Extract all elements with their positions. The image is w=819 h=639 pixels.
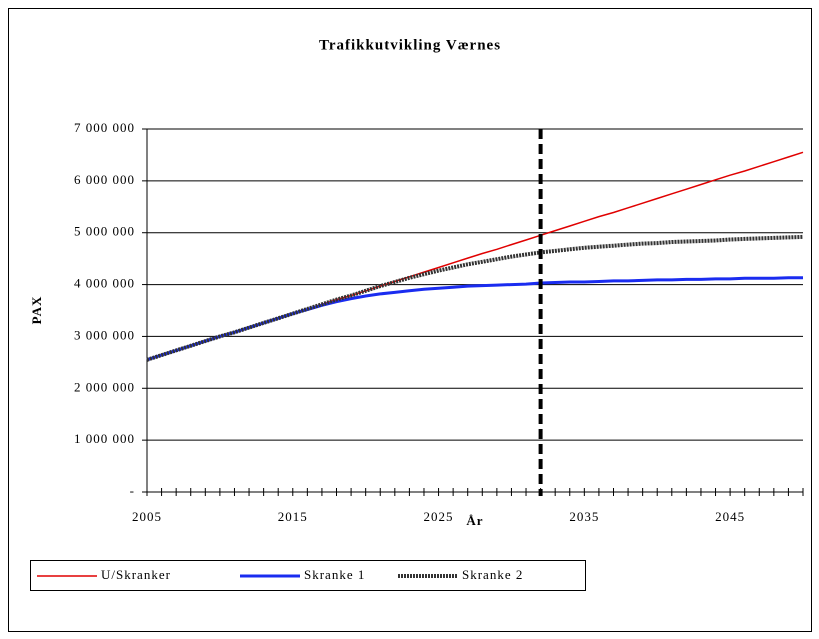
y-tick-label: - <box>130 483 135 498</box>
y-axis-label: PAX <box>29 296 44 325</box>
x-tick-label: 2035 <box>569 509 599 524</box>
x-axis-label: År <box>466 513 483 528</box>
y-tick-label: 6 000 000 <box>74 172 135 187</box>
series-line <box>146 234 804 362</box>
y-tick-label: 5 000 000 <box>74 224 135 239</box>
x-tick-label: 2015 <box>278 509 308 524</box>
y-tick-label: 3 000 000 <box>74 327 135 342</box>
legend-label: Skranke 2 <box>462 567 523 582</box>
x-tick-label: 2005 <box>132 509 162 524</box>
y-tick-label: 1 000 000 <box>74 431 135 446</box>
x-tick-label: 2045 <box>715 509 745 524</box>
legend-label: Skranke 1 <box>304 567 365 582</box>
legend-box <box>30 560 586 591</box>
chart-title: Trafikkutvikling Værnes <box>319 37 501 53</box>
x-tick-label: 2025 <box>424 509 454 524</box>
y-tick-label: 7 000 000 <box>74 120 135 135</box>
y-tick-label: 4 000 000 <box>74 276 135 291</box>
y-tick-label: 2 000 000 <box>74 379 135 394</box>
chart-border <box>8 8 812 632</box>
legend-label: U/Skranker <box>101 567 171 582</box>
